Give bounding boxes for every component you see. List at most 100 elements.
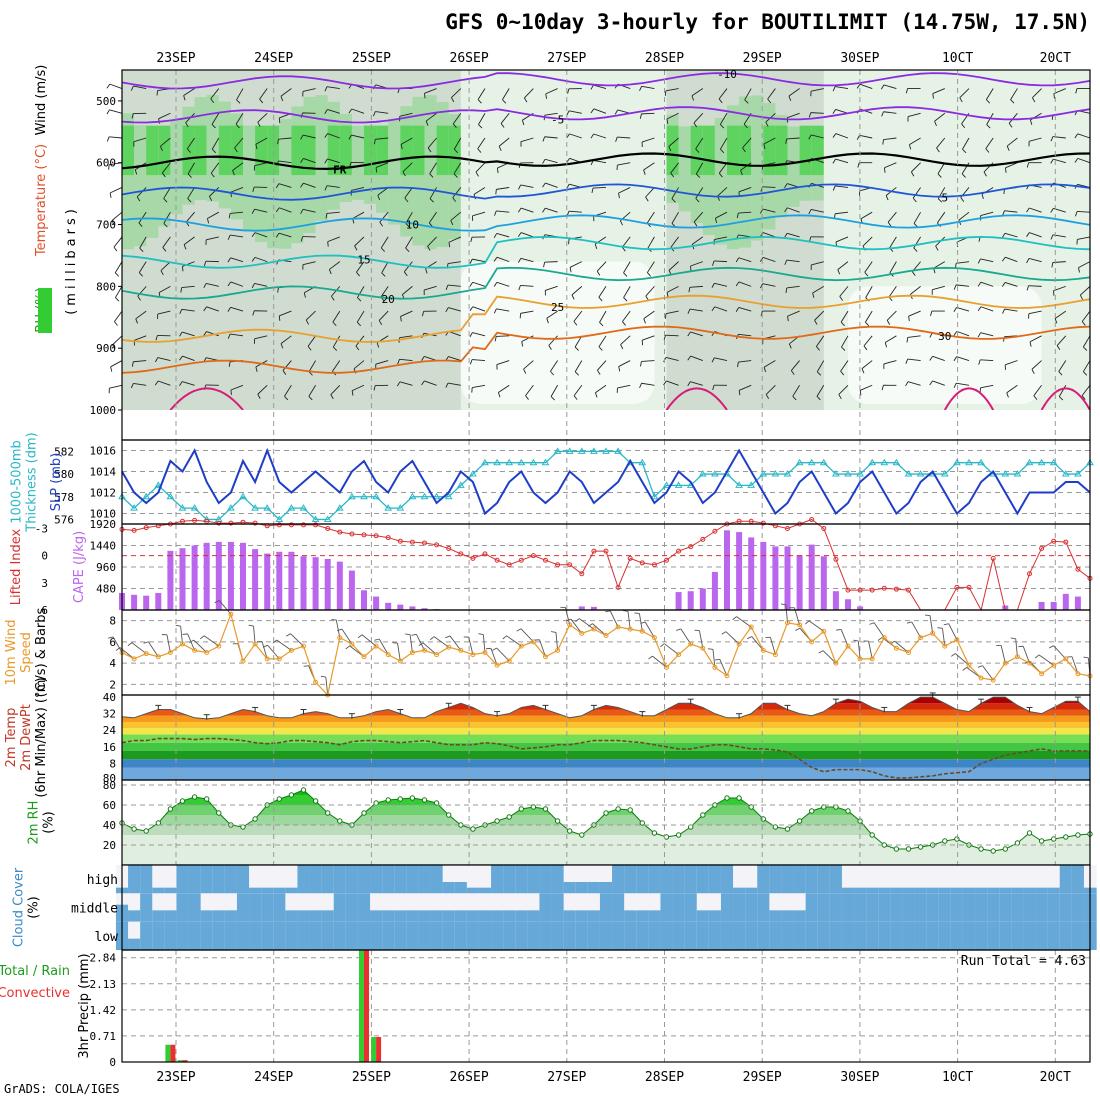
wind-barb (953, 383, 957, 388)
wind-barb (354, 245, 358, 251)
wind-speed-point (845, 643, 851, 649)
wind-barb (400, 310, 413, 317)
cloud-cell-bg (878, 865, 891, 894)
wind-barb (187, 162, 195, 175)
cloud-cell (1035, 887, 1049, 894)
wind-barb (275, 183, 280, 189)
wind-barb (160, 137, 171, 147)
wind-barb (421, 380, 425, 386)
wind-barb (883, 360, 897, 365)
wind-barb (302, 88, 316, 92)
wind-barb (742, 137, 752, 149)
li-point (990, 555, 996, 561)
wind-barb (864, 310, 873, 323)
wind-barb (109, 192, 112, 198)
rh-shade (412, 125, 425, 176)
wind-barb (717, 187, 728, 197)
wind-barb (907, 335, 921, 338)
wind-barb (645, 295, 649, 301)
temperature-contour-label: 5 (941, 192, 948, 205)
cloud-cell (636, 921, 649, 950)
wind-barb (275, 207, 280, 213)
cloud-cell (188, 893, 202, 922)
cape-bar (276, 551, 283, 610)
cloud-cell (696, 921, 710, 950)
cloud-cell (612, 893, 625, 922)
precip-convective-bar (364, 950, 369, 1062)
cape-bar (421, 608, 428, 610)
wind-speed-point (797, 622, 803, 628)
li-point (458, 551, 464, 557)
wind-barb (517, 232, 522, 237)
wind-barb (599, 310, 607, 323)
wind-barb (520, 257, 534, 263)
wind-barb (832, 109, 836, 114)
wind-barb (905, 381, 909, 387)
wind-speed-point (143, 651, 149, 657)
thickness-point (747, 481, 756, 488)
thickness-point (154, 481, 163, 488)
wind-barb (380, 286, 389, 298)
wind-barb (308, 371, 313, 376)
wind-barb (136, 196, 141, 202)
wind-barb (715, 211, 728, 219)
temp-tick-label: 80 (103, 772, 116, 785)
precip-convective-bar (170, 1044, 176, 1062)
wind-barb (307, 335, 316, 347)
wind-speed-point (700, 645, 706, 651)
wind-tick-label: 6 (109, 636, 116, 649)
wind-speed-point (409, 650, 415, 655)
li-point (676, 548, 682, 554)
rh-point (506, 814, 512, 820)
cloud-level-label: middle (71, 902, 118, 917)
cloud-cell (321, 910, 335, 922)
date-label-bottom: 10CT (942, 1070, 973, 1085)
wind-tick-label: 4 (109, 657, 116, 670)
wind-barb (180, 287, 183, 293)
wind-barb (525, 384, 534, 396)
wind-barb (784, 259, 788, 265)
wind-barb (375, 360, 389, 365)
wind-barb (493, 256, 498, 262)
rh-shade (702, 125, 716, 176)
wind-barb (1001, 256, 1006, 262)
cloud-cell-bg (854, 865, 867, 894)
wind-barb (808, 112, 812, 118)
wind-barb (429, 173, 434, 178)
cloud-cell (890, 887, 904, 894)
wind-barb (569, 267, 572, 273)
wind-barb (860, 211, 873, 220)
cloud-cell (599, 882, 613, 894)
temperature-contour (121, 106, 1091, 124)
rh-shade (799, 125, 813, 176)
thickness-point (565, 447, 574, 454)
wind-barb (496, 256, 510, 263)
wind-barb (887, 221, 892, 227)
cloud-cell (442, 910, 456, 922)
wind-barb (698, 630, 704, 649)
wind-barb (290, 633, 304, 647)
wind-barb (956, 284, 970, 287)
cloud-cell (575, 882, 589, 894)
cloud-cell (382, 910, 395, 922)
rh-point (167, 806, 174, 812)
cape-bar (288, 551, 295, 610)
wind-speed-point (555, 647, 561, 653)
temp-tick-label: 24 (103, 724, 117, 737)
cloud-cell (696, 865, 710, 894)
wind-barb (284, 385, 292, 397)
wind-speed-point (772, 652, 778, 658)
cloud-cell (648, 910, 662, 922)
slp-tick-label: 1014 (90, 466, 117, 479)
cape-bar (252, 549, 259, 610)
wind-barb (788, 88, 800, 97)
wind-barb (835, 236, 849, 243)
wind-barb (910, 171, 915, 177)
cloud-cell (478, 921, 492, 950)
wind-barb (714, 357, 728, 361)
cloud-cell (769, 865, 783, 894)
rh-shade (775, 125, 788, 176)
cloud-cell (587, 910, 601, 922)
cloud-cell (926, 893, 940, 922)
